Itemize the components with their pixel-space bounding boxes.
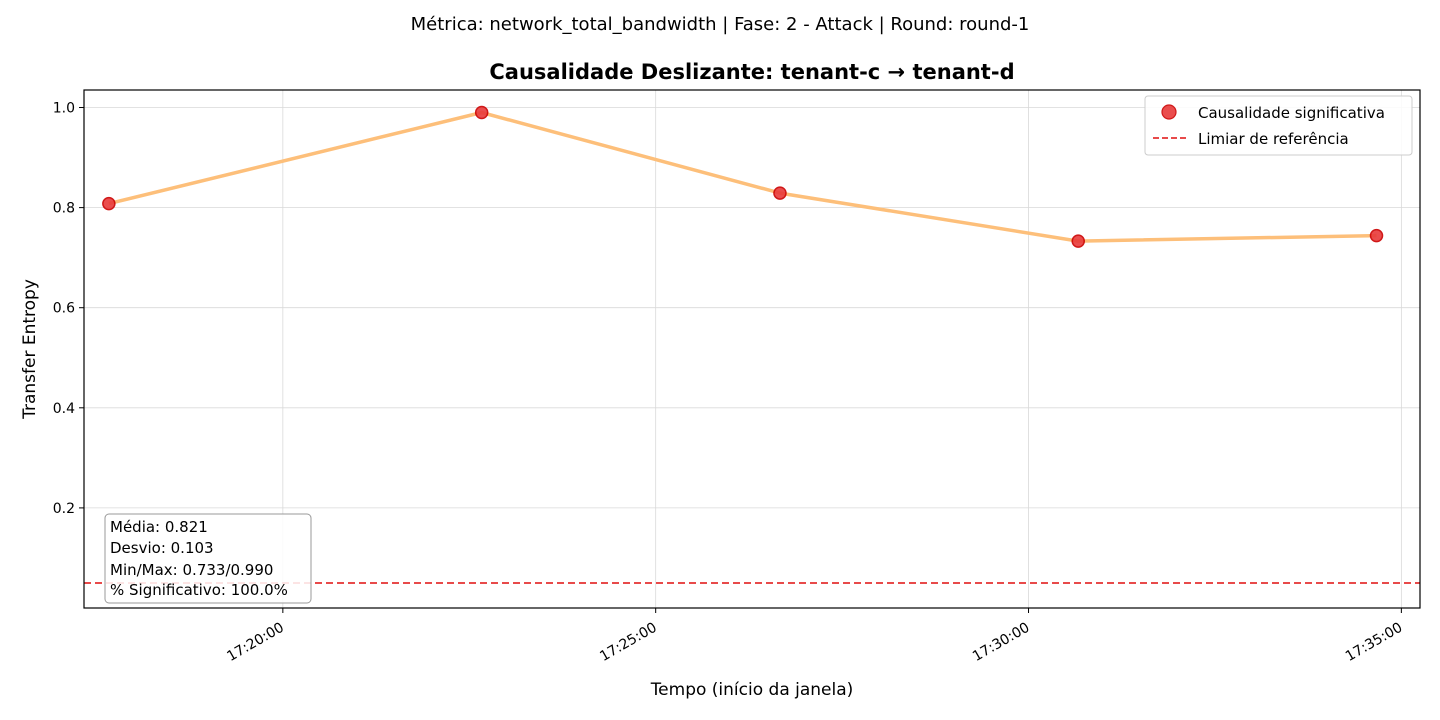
legend-label-threshold: Limiar de referência	[1198, 130, 1349, 148]
data-point	[1071, 234, 1085, 248]
stats-significant: % Significativo: 100.0%	[110, 581, 288, 599]
stats-std: Desvio: 0.103	[110, 539, 214, 557]
data-point	[773, 186, 787, 200]
legend-label-significant: Causalidade significativa	[1198, 104, 1385, 122]
x-tick-label: 17:20:00	[224, 620, 286, 665]
x-tick-label: 17:30:00	[970, 620, 1032, 665]
data-point	[1369, 228, 1384, 243]
series	[102, 105, 1384, 248]
y-ticks: 0.2 0.4 0.6 0.8 1.0	[53, 101, 84, 517]
data-point	[474, 105, 489, 120]
data-point	[102, 196, 116, 211]
stats-box: Média: 0.821 Desvio: 0.103 Min/Max: 0.73…	[104, 513, 312, 604]
plot-frame	[83, 89, 1421, 609]
chart-title: Causalidade Deslizante: tenant-c → tenan…	[489, 60, 1014, 84]
legend: Causalidade significativa Limiar de refe…	[1144, 95, 1413, 156]
legend-box	[1144, 95, 1413, 156]
x-axis-label: Tempo (início da janela)	[650, 680, 854, 700]
y-tick-label: 1.0	[53, 101, 75, 117]
legend-marker-icon	[1161, 104, 1177, 120]
y-tick-label: 0.8	[53, 201, 75, 217]
x-ticks: 17:20:00 17:25:00 17:30:00 17:35:00	[224, 608, 1405, 665]
stats-minmax: Min/Max: 0.733/0.990	[110, 561, 273, 579]
x-tick-label: 17:35:00	[1343, 620, 1405, 665]
y-tick-label: 0.2	[53, 501, 75, 517]
x-tick-label: 17:25:00	[597, 620, 659, 665]
y-tick-label: 0.4	[53, 401, 75, 417]
stats-box-frame	[104, 513, 312, 604]
chart-suptitle: Métrica: network_total_bandwidth | Fase:…	[411, 14, 1030, 35]
y-tick-label: 0.6	[53, 301, 75, 317]
stats-mean: Média: 0.821	[110, 518, 208, 536]
y-axis-label: Transfer Entropy	[20, 279, 40, 420]
